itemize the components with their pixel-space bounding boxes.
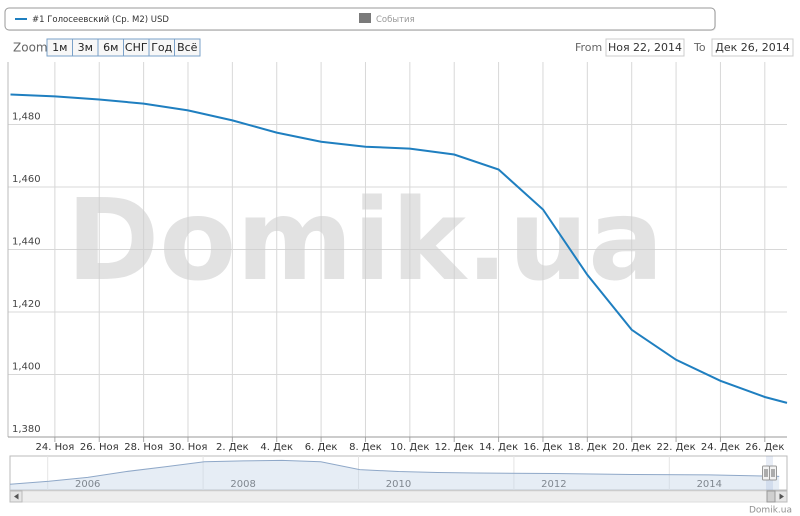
y-tick-label: 1,380 xyxy=(12,424,41,435)
y-tick-label: 1,440 xyxy=(12,237,41,248)
from-label: From xyxy=(575,41,602,54)
x-tick-label: 10. Дек xyxy=(390,442,429,453)
scrollbar-track xyxy=(9,490,788,503)
y-tick-label: 1,420 xyxy=(12,299,41,310)
navigator-tick-label: 2010 xyxy=(386,479,411,490)
navigator-area xyxy=(10,460,780,490)
x-tick-label: 16. Дек xyxy=(523,442,562,453)
x-tick-label: 14. Дек xyxy=(479,442,518,453)
x-tick-label: 30. Ноя xyxy=(169,442,208,453)
zoom-button-label[interactable]: Год xyxy=(151,41,172,54)
x-tick-label: 22. Дек xyxy=(657,442,696,453)
x-tick-label: 12. Дек xyxy=(435,442,474,453)
watermark: Domik.ua xyxy=(66,176,663,306)
from-value[interactable]: Ноя 22, 2014 xyxy=(608,41,682,54)
from-input[interactable] xyxy=(605,38,685,57)
x-tick-label: 28. Ноя xyxy=(124,442,163,453)
x-tick-label: 8. Дек xyxy=(349,442,382,453)
legend-symbol[interactable] xyxy=(359,13,371,23)
scrollbar-thumb[interactable] xyxy=(766,490,776,503)
legend-label[interactable]: #1 Голосеевский (Ср. М2) USD xyxy=(32,15,169,25)
to-input[interactable] xyxy=(711,38,794,57)
zoom-button-label[interactable]: Всё xyxy=(177,41,198,54)
navigator-handle[interactable] xyxy=(762,465,770,481)
x-tick-label: 20. Дек xyxy=(612,442,651,453)
navigator-tick-label: 2006 xyxy=(75,479,100,490)
x-tick-label: 24. Дек xyxy=(701,442,740,453)
legend-label[interactable]: События xyxy=(376,15,415,25)
navigator-frame xyxy=(9,455,788,491)
y-tick-label: 1,480 xyxy=(12,112,41,123)
y-tick-label: 1,460 xyxy=(12,174,41,185)
x-tick-label: 6. Дек xyxy=(305,442,338,453)
zoom-button[interactable] xyxy=(174,38,201,57)
x-tick-label: 18. Дек xyxy=(568,442,607,453)
x-tick-label: 26. Ноя xyxy=(80,442,119,453)
zoom-button-label[interactable]: 6м xyxy=(103,41,118,54)
scrollbar-arrow xyxy=(14,493,19,500)
scrollbar-arrow xyxy=(779,493,784,500)
navigator-line xyxy=(9,459,780,485)
navigator-tick-label: 2014 xyxy=(697,479,722,490)
navigator-handle[interactable] xyxy=(769,465,777,481)
zoom-button-label[interactable]: 3м xyxy=(78,41,93,54)
x-tick-label: 26. Дек xyxy=(745,442,784,453)
navigator-tick-label: 2012 xyxy=(541,479,566,490)
x-tick-label: 24. Ноя xyxy=(35,442,74,453)
y-tick-label: 1,400 xyxy=(12,362,41,373)
navigator-tick-label: 2008 xyxy=(230,479,255,490)
x-tick-label: 2. Дек xyxy=(216,442,249,453)
data-line xyxy=(10,93,788,404)
zoom-label: Zoom xyxy=(13,41,48,55)
zoom-button-label[interactable]: 1м xyxy=(52,41,67,54)
to-label: To xyxy=(693,41,706,54)
to-value[interactable]: Дек 26, 2014 xyxy=(715,41,790,54)
x-tick-label: 4. Дек xyxy=(260,442,293,453)
credit[interactable]: Domik.ua xyxy=(749,506,792,516)
zoom-button-label[interactable]: СНГ xyxy=(125,41,148,54)
